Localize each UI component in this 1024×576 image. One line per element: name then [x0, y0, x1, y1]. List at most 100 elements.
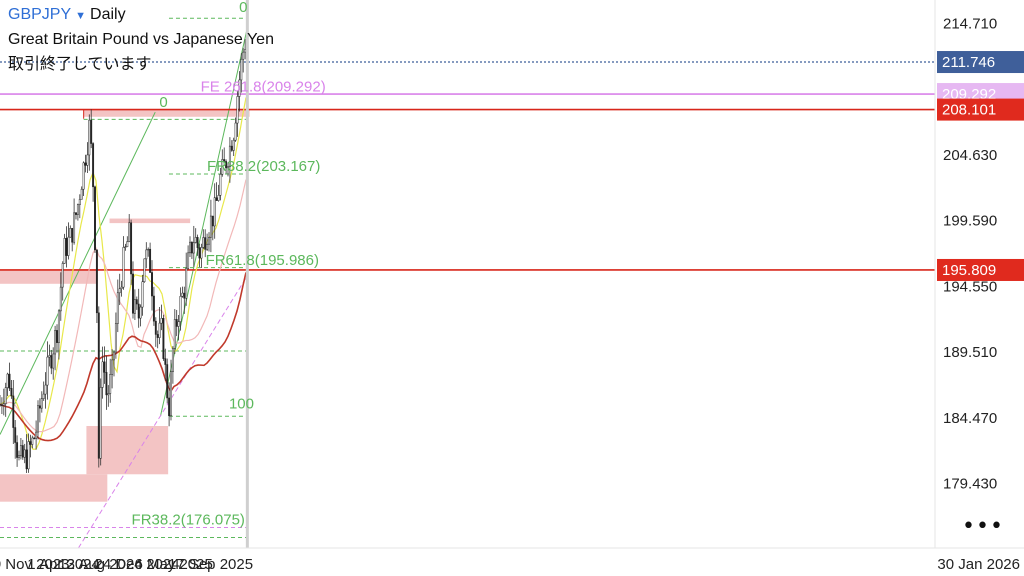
current-price-label: 211.746	[942, 54, 995, 71]
candle-body	[114, 323, 117, 353]
candle-body	[202, 237, 205, 248]
candle-body	[88, 119, 91, 156]
candle-body	[44, 384, 47, 395]
candle-body	[65, 238, 68, 256]
candles	[0, 38, 247, 473]
candle-body	[19, 445, 22, 456]
candle-body	[128, 222, 131, 242]
candle-body	[219, 174, 222, 196]
candle-body	[171, 348, 174, 373]
candle-body	[56, 330, 58, 343]
candle-body	[189, 241, 191, 254]
candle-body	[145, 249, 148, 260]
more-options-icon[interactable]: •••	[962, 514, 1004, 539]
market-status: 取引終了しています	[8, 56, 152, 73]
candle-body	[78, 199, 81, 205]
candle-body	[48, 355, 51, 358]
candle-body	[147, 248, 150, 251]
candle-body	[221, 159, 224, 175]
timeframe-label[interactable]: Daily	[90, 6, 126, 23]
fr38-lower-label: FR38.2(176.075)	[132, 512, 245, 529]
candle-body	[57, 310, 60, 343]
candle-body	[71, 228, 74, 243]
candle-body	[170, 371, 172, 416]
candle-body	[194, 237, 197, 243]
candle-body	[33, 437, 36, 440]
candle-body	[76, 204, 79, 215]
candle-body	[0, 404, 3, 406]
candle-body	[103, 361, 106, 373]
candle-body	[23, 449, 26, 458]
y-tick-label: 214.710	[943, 15, 997, 32]
candle-body	[2, 403, 5, 406]
candle-body	[185, 268, 188, 299]
candle-body	[244, 49, 247, 53]
candle-body	[208, 237, 210, 245]
candle-body	[213, 197, 216, 227]
symbol-row[interactable]: GBPJPY ▼ Daily	[8, 6, 126, 24]
candle-body	[158, 322, 161, 338]
candle-body	[118, 288, 121, 294]
candle-body	[162, 318, 165, 359]
candle-body	[175, 319, 178, 327]
candle-body	[217, 195, 220, 201]
fib-0-label-mid: 0	[159, 94, 167, 111]
candle-body	[90, 119, 93, 144]
candle-body	[236, 96, 239, 124]
candle-body	[38, 405, 41, 409]
candle-body	[14, 427, 17, 443]
candle-body	[141, 281, 144, 308]
candle-body	[12, 395, 15, 428]
support-price-label-bg	[937, 258, 1024, 281]
x-tick-label: 20 Nov 2023	[0, 556, 70, 573]
symbol-dropdown-icon[interactable]: ▼	[75, 10, 87, 22]
candle-body	[111, 359, 114, 375]
candle-body	[126, 241, 129, 247]
candle-body	[168, 397, 171, 416]
candle-body	[59, 286, 62, 312]
candle-body	[230, 145, 233, 151]
candle-body	[166, 364, 169, 399]
candle-body	[69, 228, 72, 238]
resistance-zone	[83, 109, 250, 117]
fr61-label: FR61.8(195.986)	[206, 252, 319, 269]
candle-body	[228, 145, 231, 167]
candle-body	[27, 441, 30, 470]
mid-resistance-zone	[109, 218, 191, 224]
y-tick-label: 179.430	[943, 476, 997, 493]
candle-body	[154, 320, 157, 335]
candle-body	[198, 247, 201, 259]
resistance-price-label-bg	[937, 98, 1024, 121]
candle-body	[204, 237, 207, 250]
candle-body	[29, 441, 32, 445]
candle-body	[160, 318, 163, 324]
lower-zone-left	[0, 474, 108, 502]
candle-body	[97, 312, 100, 459]
candle-body	[240, 58, 243, 81]
candle-body	[132, 273, 134, 314]
fib-0-label-top: 0	[239, 0, 247, 16]
x-tick-label: 13 Aug 2024	[58, 556, 142, 573]
candle-body	[149, 248, 152, 273]
candle-body	[54, 330, 57, 355]
candle-body	[187, 252, 190, 269]
y-tick-label: 204.630	[943, 147, 997, 164]
candle-body	[225, 161, 228, 169]
pink-trendline	[78, 276, 248, 549]
candle-body	[82, 162, 85, 190]
candle-body	[164, 358, 167, 365]
crosshair-line	[245, 0, 249, 548]
candle-body	[183, 292, 186, 299]
candle-body	[238, 79, 241, 97]
candle-body	[137, 303, 140, 319]
candle-body	[95, 249, 98, 314]
candle-body	[190, 241, 193, 254]
candle-body	[18, 455, 20, 458]
y-tick-label: 184.470	[943, 410, 997, 427]
candle-body	[40, 398, 43, 409]
candle-body	[94, 186, 96, 251]
symbol-label[interactable]: GBPJPY	[8, 6, 72, 23]
candle-body	[92, 143, 95, 188]
candle-body	[21, 445, 24, 458]
